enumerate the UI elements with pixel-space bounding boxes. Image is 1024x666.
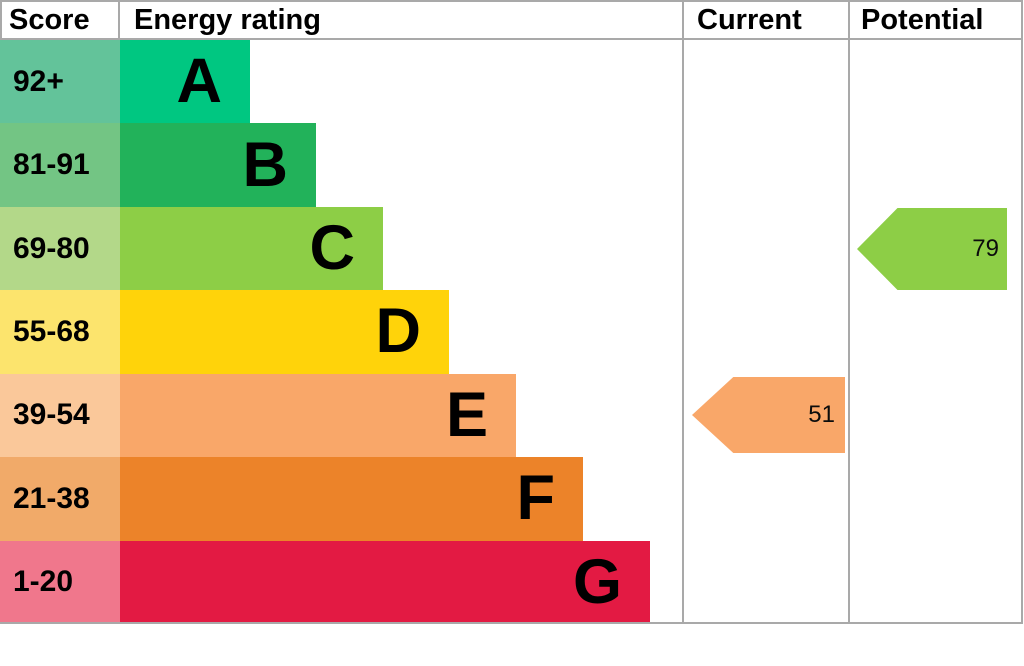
header-current: Current <box>683 0 849 40</box>
band-row-a: 92+ A <box>0 40 1024 124</box>
band-letter-c: C <box>309 213 356 284</box>
score-range-d: 55-68 <box>0 290 120 374</box>
header-score: Score <box>0 0 120 40</box>
score-range-c: 69-80 <box>0 206 120 291</box>
score-range-g: 1-20 <box>0 540 120 624</box>
band-row-b: 81-91 B <box>0 123 1024 207</box>
border-top <box>0 0 1023 2</box>
band-letter-d: D <box>375 296 422 367</box>
band-letter-f: F <box>516 463 555 534</box>
score-range-f-label: 21-38 <box>13 481 90 515</box>
header-energy-rating: Energy rating <box>120 0 683 40</box>
band-bar-c: C <box>120 206 383 291</box>
band-row-c: 69-80 C <box>0 206 1024 291</box>
header-bottom-border <box>0 38 1023 40</box>
score-range-d-label: 55-68 <box>13 314 90 348</box>
band-bar-f: F <box>120 457 583 541</box>
band-letter-g: G <box>572 546 622 617</box>
border-right <box>1021 0 1023 624</box>
band-letter-b: B <box>242 129 289 200</box>
band-bar-g: G <box>120 540 650 624</box>
score-range-e: 39-54 <box>0 373 120 458</box>
header-potential-label: Potential <box>861 3 984 36</box>
band-letter-a: A <box>176 46 223 117</box>
band-letter-e: E <box>445 379 488 450</box>
header-current-label: Current <box>697 3 802 36</box>
score-range-f: 21-38 <box>0 457 120 541</box>
band-bar-a: A <box>120 40 250 124</box>
score-range-a: 92+ <box>0 40 120 124</box>
score-range-c-label: 69-80 <box>13 231 90 265</box>
band-row-g: 1-20 G <box>0 540 1024 624</box>
header-potential: Potential <box>849 0 1023 40</box>
current-column-divider <box>682 0 684 624</box>
score-range-e-label: 39-54 <box>13 398 90 432</box>
band-rows: 92+ A 81-91 B 69-80 C 55-68 <box>0 40 1024 624</box>
potential-column-divider <box>848 0 850 624</box>
header-energy-rating-label: Energy rating <box>134 3 321 36</box>
border-bottom <box>0 622 1023 624</box>
border-left <box>0 0 2 40</box>
band-row-e: 39-54 E <box>0 373 1024 458</box>
band-bar-e: E <box>120 373 516 458</box>
score-column-divider <box>118 0 120 40</box>
band-bar-b: B <box>120 123 316 207</box>
current-rating-value: 51 <box>808 401 835 428</box>
score-range-b: 81-91 <box>0 123 120 207</box>
score-range-a-label: 92+ <box>13 64 64 98</box>
header-score-label: Score <box>9 3 90 36</box>
band-row-f: 21-38 F <box>0 457 1024 541</box>
score-range-b-label: 81-91 <box>13 148 90 182</box>
band-row-d: 55-68 D <box>0 290 1024 374</box>
score-range-g-label: 1-20 <box>13 565 74 599</box>
potential-rating-value: 79 <box>972 235 999 262</box>
band-bar-d: D <box>120 290 449 374</box>
